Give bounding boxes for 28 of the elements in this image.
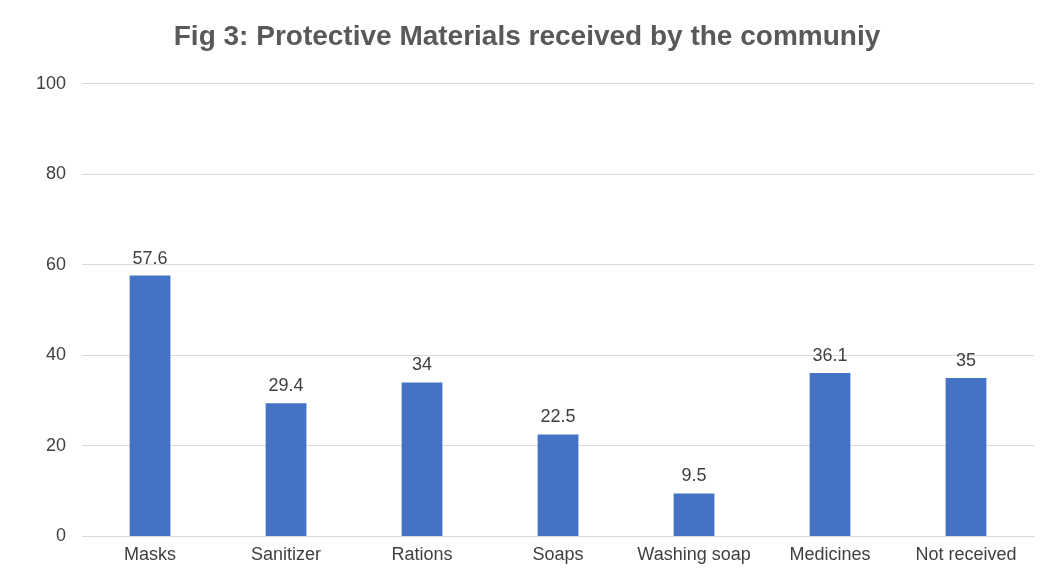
y-tick-label: 20 bbox=[46, 434, 67, 455]
data-label: 57.6 bbox=[132, 247, 168, 268]
y-tick-label: 40 bbox=[46, 344, 67, 365]
data-label: 34 bbox=[412, 354, 433, 375]
chart-title: Fig 3: Protective Materials received by the communiy bbox=[173, 19, 881, 51]
data-label: 22.5 bbox=[540, 406, 576, 427]
bar bbox=[401, 382, 443, 536]
data-label: 29.4 bbox=[268, 375, 304, 396]
bar bbox=[945, 377, 987, 536]
x-tick-label: Washing soap bbox=[637, 544, 751, 565]
y-tick-label: 0 bbox=[56, 525, 67, 546]
bar bbox=[537, 434, 579, 536]
bar bbox=[673, 493, 715, 536]
x-tick-label: Not received bbox=[915, 544, 1017, 565]
x-tick-label: Medicines bbox=[789, 544, 871, 565]
y-tick-label: 100 bbox=[35, 72, 67, 93]
data-label: 36.1 bbox=[812, 344, 848, 365]
y-tick-label: 60 bbox=[46, 253, 67, 274]
bar bbox=[809, 372, 851, 536]
x-tick-label: Rations bbox=[391, 544, 453, 565]
x-tick-label: Masks bbox=[124, 544, 177, 565]
y-tick-label: 80 bbox=[46, 163, 67, 184]
bar bbox=[129, 275, 171, 536]
x-tick-label: Soaps bbox=[532, 544, 584, 565]
data-label: 35 bbox=[955, 349, 977, 370]
bar bbox=[265, 403, 307, 536]
data-label: 9.5 bbox=[681, 465, 707, 486]
x-tick-label: Sanitizer bbox=[251, 544, 322, 565]
